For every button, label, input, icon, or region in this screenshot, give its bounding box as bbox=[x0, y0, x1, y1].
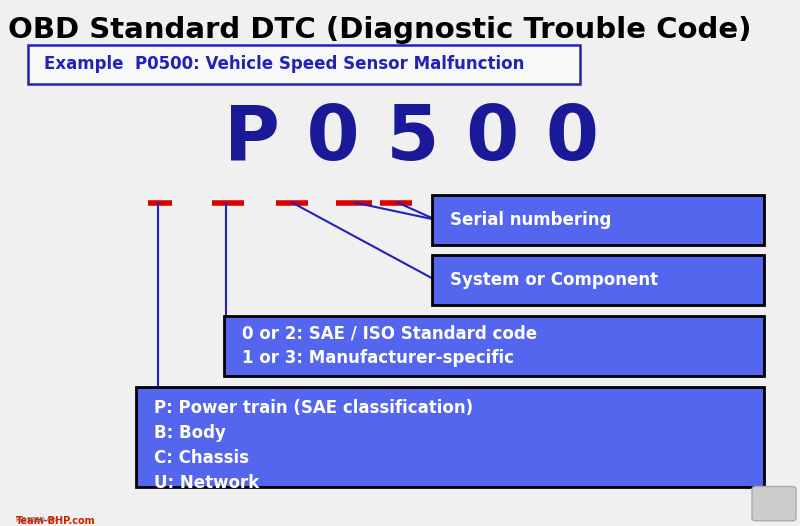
FancyBboxPatch shape bbox=[136, 387, 764, 487]
FancyBboxPatch shape bbox=[432, 195, 764, 245]
FancyBboxPatch shape bbox=[224, 316, 764, 376]
Text: Team-BHP.com: Team-BHP.com bbox=[16, 516, 96, 526]
Text: OBD Standard DTC (Diagnostic Trouble Code): OBD Standard DTC (Diagnostic Trouble Cod… bbox=[8, 16, 751, 44]
Text: P: Power train (SAE classification)
B: Body
C: Chassis
U: Network: P: Power train (SAE classification) B: B… bbox=[154, 399, 474, 492]
FancyBboxPatch shape bbox=[28, 45, 580, 84]
Text: Example  P0500: Vehicle Speed Sensor Malfunction: Example P0500: Vehicle Speed Sensor Malf… bbox=[44, 55, 524, 73]
Text: HOSTED ON :: HOSTED ON : bbox=[16, 518, 62, 523]
FancyBboxPatch shape bbox=[432, 255, 764, 305]
Text: Serial numbering: Serial numbering bbox=[450, 210, 612, 229]
Text: P 0 5 0 0: P 0 5 0 0 bbox=[224, 103, 599, 176]
Text: 0 or 2: SAE / ISO Standard code
1 or 3: Manufacturer-specific: 0 or 2: SAE / ISO Standard code 1 or 3: … bbox=[242, 325, 538, 367]
FancyBboxPatch shape bbox=[752, 487, 796, 521]
Text: System or Component: System or Component bbox=[450, 271, 658, 289]
